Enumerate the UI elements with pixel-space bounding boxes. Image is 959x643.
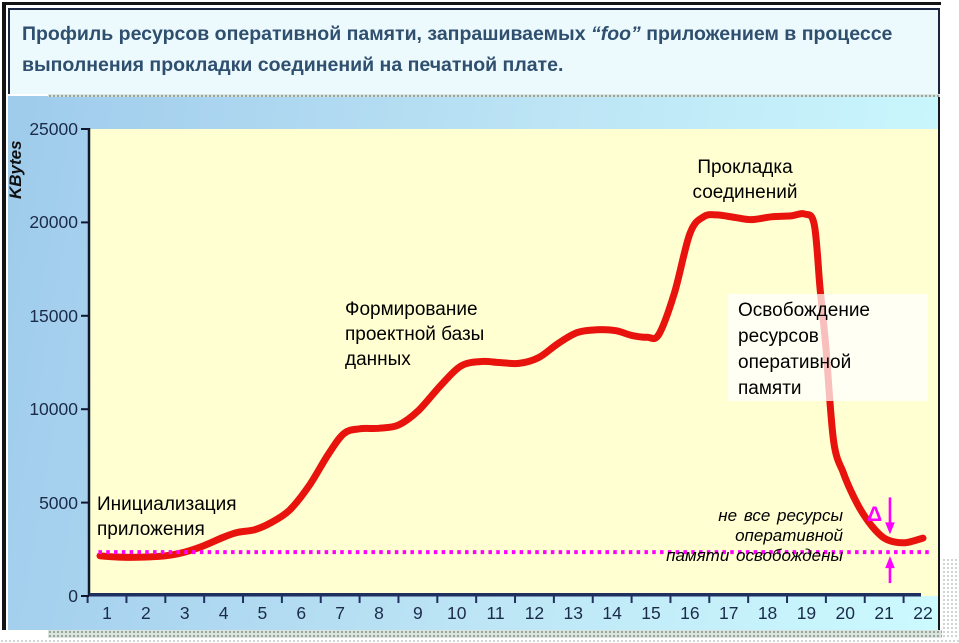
y-tick-label: 0 xyxy=(68,586,78,606)
delta-symbol: Δ xyxy=(867,503,883,526)
outer-dither-right xyxy=(942,558,957,638)
title-text-foo: “foo” xyxy=(590,23,641,45)
x-tick-label: 10 xyxy=(446,603,467,623)
x-tick-label: 12 xyxy=(524,603,545,623)
slide-frame-top xyxy=(2,2,941,5)
y-tick-label: 15000 xyxy=(29,305,78,326)
annotation-release: Освобождение ресурсов оперативной памяти xyxy=(738,300,870,399)
x-tick-label: 20 xyxy=(835,603,856,623)
outer-dither-bottom xyxy=(0,639,959,643)
x-tick-label: 9 xyxy=(412,603,423,623)
annotation-db-build: Формирование проектной базы данных xyxy=(345,299,485,370)
title-text-prefix: Профиль ресурсов оперативной памяти, зап… xyxy=(22,23,591,45)
x-tick-label: 8 xyxy=(374,603,384,623)
x-tick-label: 14 xyxy=(602,603,622,623)
x-tick-label: 4 xyxy=(218,603,229,623)
y-axis-title: KBytes xyxy=(6,140,25,200)
x-tick-label: 19 xyxy=(796,603,817,623)
title-box: Профиль ресурсов оперативной памяти, зап… xyxy=(8,8,940,94)
x-tick-label: 2 xyxy=(140,603,151,623)
x-tick-label: 13 xyxy=(563,603,584,623)
x-tick-label: 21 xyxy=(874,603,894,623)
y-tick-label: 25000 xyxy=(29,119,78,139)
x-tick-label: 1 xyxy=(102,603,112,623)
annotation-routing: Прокладка соединений xyxy=(692,157,798,203)
x-tick-label: 5 xyxy=(257,603,268,623)
annotation-init: Инициализация приложения xyxy=(97,494,237,540)
annotation-not-all-freed: не все ресурсы оперативной памяти освобо… xyxy=(666,506,843,565)
y-tick-label: 20000 xyxy=(29,212,78,233)
x-tick-label: 18 xyxy=(757,603,778,623)
x-tick-label: 7 xyxy=(335,603,345,623)
release-annotation-box: Освобождение ресурсов оперативной памяти xyxy=(728,294,928,401)
chart-shadow-bottom xyxy=(48,630,942,638)
title-text-suffix: приложением в процессе выполнения прокла… xyxy=(22,23,893,76)
x-tick-label: 11 xyxy=(486,603,505,623)
x-tick-label: 17 xyxy=(718,603,739,623)
title-shadow-strip xyxy=(48,94,940,97)
x-tick-label: 3 xyxy=(179,603,190,623)
y-tick-label: 10000 xyxy=(29,399,78,420)
x-tick-label: 16 xyxy=(680,603,700,623)
x-tick-label: 15 xyxy=(641,603,661,623)
x-tick-label: 6 xyxy=(296,603,307,623)
x-tick-label: 22 xyxy=(913,603,933,623)
y-tick-label: 5000 xyxy=(39,492,78,513)
slide-frame-left xyxy=(2,2,6,630)
